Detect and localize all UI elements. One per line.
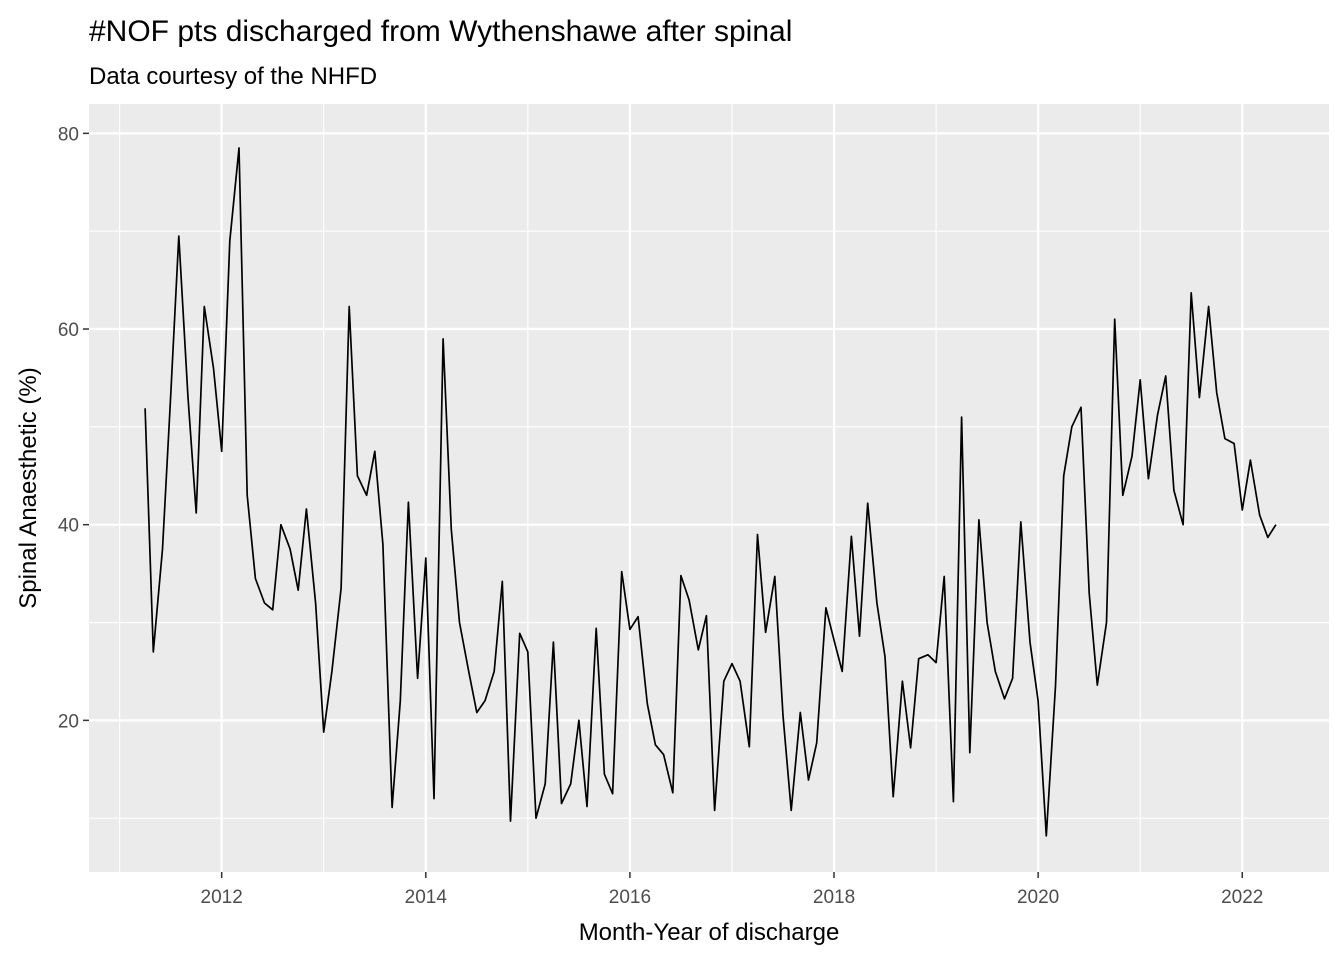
x-tick-label: 2022 (1221, 887, 1263, 908)
y-tick-label: 40 (58, 516, 79, 537)
x-axis: 2012 2014 2016 2018 2020 2022 (201, 872, 1263, 908)
x-tick-label: 2014 (405, 887, 448, 908)
chart-subtitle: Data courtesy of the NHFD (89, 63, 377, 90)
y-axis-title: Spinal Anaesthetic (%) (15, 367, 42, 608)
y-axis: 20 40 60 80 (58, 124, 89, 732)
minor-gridlines (89, 104, 1329, 872)
y-tick-label: 20 (58, 711, 79, 732)
x-tick-label: 2020 (1017, 887, 1059, 908)
y-tick-label: 80 (58, 124, 79, 145)
series-line (144, 147, 1277, 837)
x-tick-label: 2018 (813, 887, 855, 908)
chart-title: #NOF pts discharged from Wythenshawe aft… (89, 15, 792, 48)
y-tick-label: 60 (58, 320, 79, 341)
x-tick-label: 2016 (609, 887, 651, 908)
x-tick-label: 2012 (201, 887, 243, 908)
major-gridlines (89, 104, 1329, 872)
plot-panel (89, 104, 1329, 872)
x-axis-title: Month-Year of discharge (579, 919, 840, 946)
